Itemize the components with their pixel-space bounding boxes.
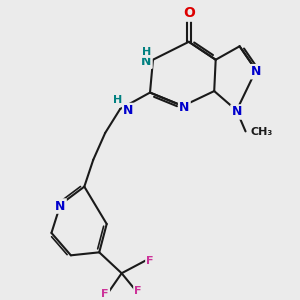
Text: F: F — [146, 256, 154, 266]
Text: N: N — [55, 200, 66, 213]
Text: O: O — [183, 6, 195, 20]
Text: N: N — [179, 101, 190, 114]
Text: N: N — [251, 65, 261, 78]
Text: N: N — [231, 106, 242, 118]
Text: N: N — [123, 104, 134, 117]
Text: F: F — [101, 289, 109, 298]
Text: H: H — [142, 47, 152, 57]
Text: N: N — [141, 55, 152, 68]
Text: H: H — [113, 95, 122, 105]
Text: F: F — [134, 286, 142, 296]
Text: CH₃: CH₃ — [250, 128, 272, 137]
